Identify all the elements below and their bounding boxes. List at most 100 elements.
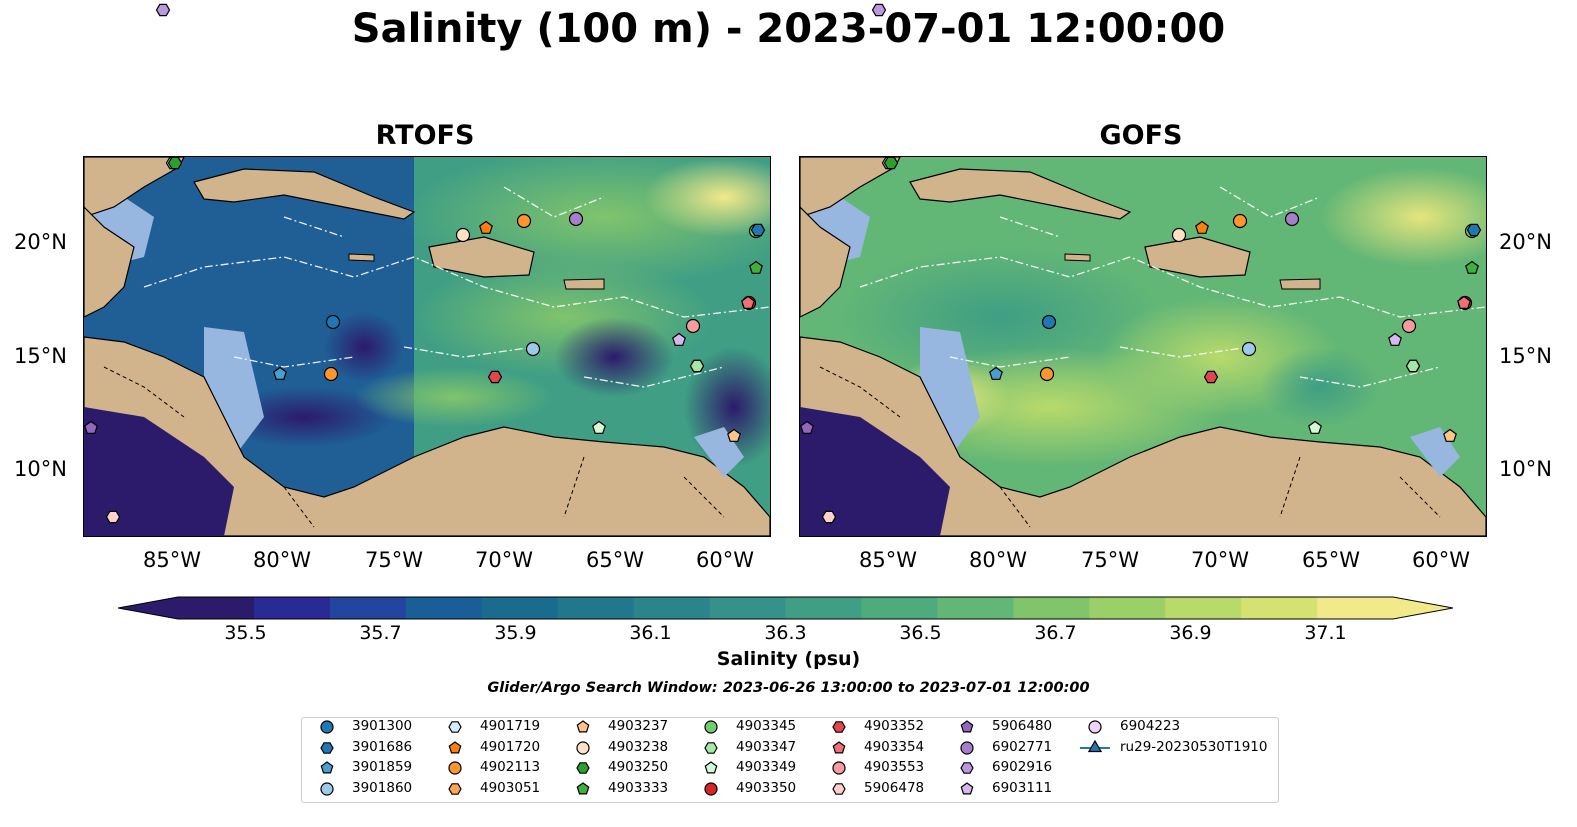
colorbar-tick-label: 37.1 bbox=[1304, 622, 1347, 644]
legend-entry: 3901860 bbox=[312, 778, 412, 798]
legend-marker-icon bbox=[960, 781, 974, 794]
legend-marker-icon bbox=[832, 740, 846, 753]
lat-label-20n-right: 20°N bbox=[1499, 230, 1552, 254]
lat-label-15n-left: 15°N bbox=[14, 344, 67, 368]
legend-entry: 4903354 bbox=[824, 737, 924, 757]
lon-label-65w-left: 65°W bbox=[586, 548, 644, 572]
float-marker bbox=[155, 3, 171, 17]
legend-label: 4903237 bbox=[608, 718, 669, 734]
lon-label-80w-right: 80°W bbox=[969, 548, 1027, 572]
colorbar-tick-label: 36.9 bbox=[1169, 622, 1212, 644]
lon-label-70w-left: 70°W bbox=[475, 548, 533, 572]
float-marker bbox=[1195, 220, 1209, 234]
legend-entry: 4903051 bbox=[440, 778, 540, 798]
legend-entry: 6903111 bbox=[952, 778, 1052, 798]
legend-label: 4903250 bbox=[608, 759, 669, 775]
lon-label-60w-right: 60°W bbox=[1412, 548, 1470, 572]
float-marker bbox=[1241, 341, 1257, 357]
float-marker bbox=[525, 341, 541, 357]
legend-marker-icon bbox=[704, 720, 718, 734]
lon-label-65w-right: 65°W bbox=[1302, 548, 1360, 572]
colorbar-segment bbox=[557, 597, 635, 619]
legend-entry: 5906480 bbox=[952, 716, 1052, 736]
legend-marker-icon bbox=[576, 720, 590, 733]
legend-label: 4903238 bbox=[608, 738, 669, 755]
float-marker bbox=[273, 366, 287, 380]
float-marker bbox=[883, 156, 899, 170]
legend-entry: 4903347 bbox=[696, 737, 796, 757]
colorbar-segment bbox=[937, 597, 1014, 619]
float-marker bbox=[1405, 359, 1421, 373]
legend-marker-icon bbox=[960, 740, 974, 755]
legend-label: 4903333 bbox=[608, 779, 669, 796]
legend-label: 3901859 bbox=[352, 759, 413, 775]
legend-marker-icon bbox=[960, 762, 974, 774]
float-marker bbox=[568, 211, 584, 227]
float-marker bbox=[1466, 223, 1482, 237]
colorbar-extend-max bbox=[1393, 597, 1453, 619]
legend-label: 4901719 bbox=[480, 718, 541, 734]
legend-label: 4901720 bbox=[480, 738, 541, 755]
lon-label-80w-left: 80°W bbox=[253, 548, 311, 572]
colorbar-outline bbox=[118, 596, 1453, 620]
float-marker bbox=[1203, 370, 1219, 384]
float-marker bbox=[685, 318, 701, 334]
float-marker bbox=[167, 156, 183, 170]
legend-entry: 4901720 bbox=[440, 737, 540, 757]
float-marker bbox=[479, 220, 493, 234]
lon-label-70w-right: 70°W bbox=[1191, 548, 1249, 572]
float-marker bbox=[749, 260, 763, 274]
legend-marker-icon bbox=[832, 782, 846, 795]
legend-marker-icon bbox=[448, 782, 462, 795]
legend-entry: 5906478 bbox=[824, 778, 924, 798]
legend-marker-icon bbox=[832, 761, 846, 775]
map-rtofs bbox=[83, 156, 771, 537]
legend-entry: 4903250 bbox=[568, 757, 668, 777]
legend-marker-icon bbox=[576, 781, 590, 794]
colorbar-segment bbox=[785, 597, 862, 619]
legend-marker-icon bbox=[704, 781, 718, 796]
panel-title-gofs: GOFS bbox=[1099, 120, 1183, 151]
colorbar-segment bbox=[1241, 597, 1318, 619]
float-marker bbox=[516, 213, 532, 229]
legend-label: 4903345 bbox=[736, 718, 797, 734]
legend-label: 4903352 bbox=[864, 718, 925, 734]
legend-label: 4902113 bbox=[480, 759, 541, 775]
legend-entry: 4903349 bbox=[696, 757, 796, 777]
float-marker bbox=[750, 223, 766, 237]
float-marker bbox=[1443, 428, 1457, 442]
rtofs-salinity-field bbox=[84, 157, 770, 536]
colorbar-tick-label: 35.7 bbox=[359, 622, 402, 644]
legend-marker-icon bbox=[704, 761, 718, 774]
legend: 3901300 3901686 3901859 3901860 4901719 49017… bbox=[301, 717, 1279, 803]
float-marker bbox=[323, 366, 339, 382]
colorbar-segment bbox=[1317, 597, 1394, 619]
legend-marker-icon bbox=[320, 741, 334, 754]
legend-marker-icon bbox=[1080, 739, 1110, 752]
legend-entry: 3901859 bbox=[312, 757, 412, 777]
legend-label: 3901300 bbox=[352, 718, 413, 734]
colorbar-segment bbox=[633, 597, 711, 619]
legend-entry: 4903352 bbox=[824, 716, 924, 736]
search-window-text: Glider/Argo Search Window: 2023-06-26 13… bbox=[487, 680, 1090, 696]
colorbar-tick-label: 36.7 bbox=[1034, 622, 1077, 644]
legend-marker-icon bbox=[448, 721, 462, 733]
legend-entry: 6902771 bbox=[952, 737, 1052, 757]
gofs-salinity-field bbox=[800, 157, 1486, 536]
legend-marker-icon bbox=[448, 761, 462, 775]
lat-label-10n-right: 10°N bbox=[1499, 457, 1552, 481]
legend-label: 5906478 bbox=[864, 779, 925, 796]
float-marker bbox=[1465, 260, 1479, 274]
legend-entry: 4903553 bbox=[824, 757, 924, 777]
legend-marker-icon bbox=[960, 720, 974, 733]
float-marker bbox=[325, 314, 341, 330]
lon-label-75w-right: 75°W bbox=[1081, 548, 1139, 572]
float-marker bbox=[741, 295, 755, 309]
colorbar-tick-label: 35.5 bbox=[224, 622, 267, 644]
float-marker bbox=[1308, 420, 1322, 434]
colorbar-segment bbox=[1013, 597, 1090, 619]
colorbar-segment bbox=[253, 597, 331, 619]
float-marker bbox=[1171, 227, 1187, 243]
legend-marker-icon bbox=[704, 741, 718, 754]
legend-entry: 3901686 bbox=[312, 737, 412, 757]
